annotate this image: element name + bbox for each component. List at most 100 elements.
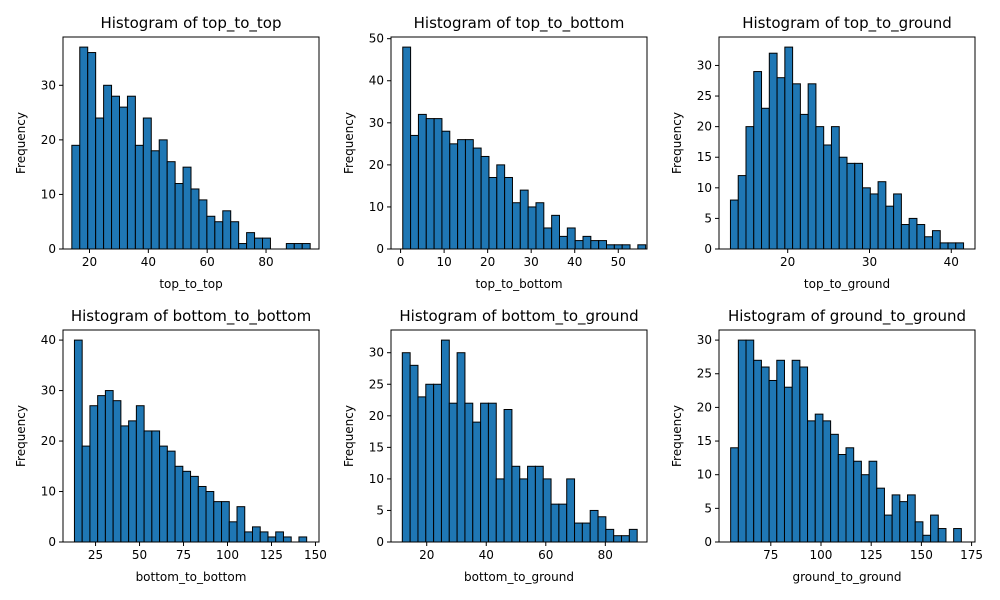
histogram-bar xyxy=(550,503,560,543)
x-tick-label: 40 xyxy=(479,548,494,562)
histogram-bar xyxy=(73,339,83,543)
chart-title: Histogram of top_to_bottom xyxy=(414,14,625,33)
histogram-bar xyxy=(409,364,419,543)
y-tick-label: 10 xyxy=(697,468,712,482)
histogram-bar xyxy=(504,176,513,250)
histogram-bar xyxy=(730,447,739,543)
histogram-bar xyxy=(745,339,755,543)
histogram-bar xyxy=(891,494,901,543)
x-tick-label: 20 xyxy=(780,255,795,269)
histogram-bar xyxy=(111,95,120,250)
histogram-bar xyxy=(737,175,747,250)
y-axis-label: Frequency xyxy=(670,112,684,174)
x-tick-label: 30 xyxy=(862,255,877,269)
histogram-bar xyxy=(814,413,824,543)
x-tick-label: 75 xyxy=(763,548,778,562)
chart-title: Histogram of top_to_top xyxy=(100,14,281,33)
x-tick-label: 40 xyxy=(944,255,959,269)
histogram-bar xyxy=(135,405,145,543)
histogram-bar xyxy=(433,383,442,543)
y-tick-label: 20 xyxy=(41,133,56,147)
histogram-bar xyxy=(558,235,568,250)
histogram-bar xyxy=(566,227,576,250)
histogram-bar xyxy=(846,162,856,250)
x-axis-label: bottom_to_ground xyxy=(464,570,574,584)
y-tick-label: 20 xyxy=(369,158,384,172)
y-tick-label: 30 xyxy=(369,116,384,130)
x-tick-label: 40 xyxy=(141,255,156,269)
y-tick-label: 40 xyxy=(369,74,384,88)
x-tick-label: 0 xyxy=(397,255,405,269)
histogram-bar xyxy=(542,478,552,543)
histogram-panel: 20 30 40 0 5 10 15 20 25 30 Histogram of top_to_gr… xyxy=(670,14,976,291)
x-tick-label: 175 xyxy=(960,548,983,562)
histogram-bar xyxy=(582,235,592,250)
histogram-bar xyxy=(876,487,885,543)
histogram-bar xyxy=(221,501,230,543)
histogram-bar xyxy=(472,147,482,250)
histogram-bar xyxy=(753,71,763,250)
histogram-bar xyxy=(142,117,152,250)
histogram-bar xyxy=(89,405,99,543)
x-tick-label: 50 xyxy=(611,255,626,269)
histogram-bar xyxy=(815,126,825,250)
histogram-bar xyxy=(753,359,762,543)
histogram-bar xyxy=(449,143,459,250)
histogram-bar xyxy=(293,243,303,250)
histogram-bar xyxy=(916,224,926,250)
histogram-bar xyxy=(737,339,747,543)
histogram-bar xyxy=(182,166,192,250)
bars-group xyxy=(401,339,638,543)
histogram-bar xyxy=(456,352,466,543)
histogram-panel: 20 40 60 80 0 10 20 30 Histogram of top_to_topto… xyxy=(14,14,320,291)
histogram-bar xyxy=(784,46,794,250)
histogram-bar xyxy=(425,118,435,250)
y-tick-label: 5 xyxy=(376,503,384,517)
histogram-bar xyxy=(448,402,458,543)
y-tick-label: 30 xyxy=(41,78,56,92)
histogram-bar xyxy=(503,409,513,543)
histogram-bar xyxy=(262,237,271,250)
x-tick-label: 25 xyxy=(88,548,103,562)
histogram-bar xyxy=(597,516,607,543)
histogram-bar xyxy=(251,526,261,543)
x-tick-label: 10 xyxy=(436,255,451,269)
histogram-bar xyxy=(862,187,871,250)
y-tick-label: 30 xyxy=(697,333,712,347)
histogram-bar xyxy=(574,522,583,543)
histogram-bar xyxy=(598,240,608,250)
histogram-bar xyxy=(937,528,947,543)
histogram-bar xyxy=(143,430,153,543)
histogram-bar xyxy=(822,420,832,543)
x-tick-label: 50 xyxy=(132,548,147,562)
y-tick-label: 20 xyxy=(41,434,56,448)
y-tick-label: 10 xyxy=(369,472,384,486)
histogram-bar xyxy=(103,84,113,250)
histogram-bar xyxy=(776,359,785,543)
histogram-bar xyxy=(433,118,443,250)
y-tick-label: 5 xyxy=(704,501,712,515)
y-tick-label: 0 xyxy=(704,242,712,256)
y-tick-label: 10 xyxy=(697,181,712,195)
y-tick-label: 20 xyxy=(697,400,712,414)
histogram-bar xyxy=(119,106,128,250)
histogram-bar xyxy=(729,199,739,250)
histogram-bar xyxy=(81,445,91,543)
histogram-bar xyxy=(869,193,879,250)
x-axis-label: bottom_to_bottom xyxy=(136,570,247,584)
histogram-bar xyxy=(120,425,130,543)
histogram-bar xyxy=(908,217,918,250)
histogram-bar xyxy=(487,402,497,543)
histogram-bar xyxy=(590,240,600,250)
histogram-bar xyxy=(807,420,816,543)
histogram-bar xyxy=(605,528,615,543)
histogram-bar xyxy=(854,162,864,250)
chart-title: Histogram of bottom_to_bottom xyxy=(71,307,311,326)
histogram-bar xyxy=(190,188,200,250)
histogram-bar xyxy=(496,164,506,250)
axes-frame xyxy=(62,36,320,250)
y-tick-label: 5 xyxy=(704,211,712,225)
histogram-bar xyxy=(799,113,809,250)
histogram-bar xyxy=(792,83,801,250)
histogram-bar xyxy=(457,139,466,250)
